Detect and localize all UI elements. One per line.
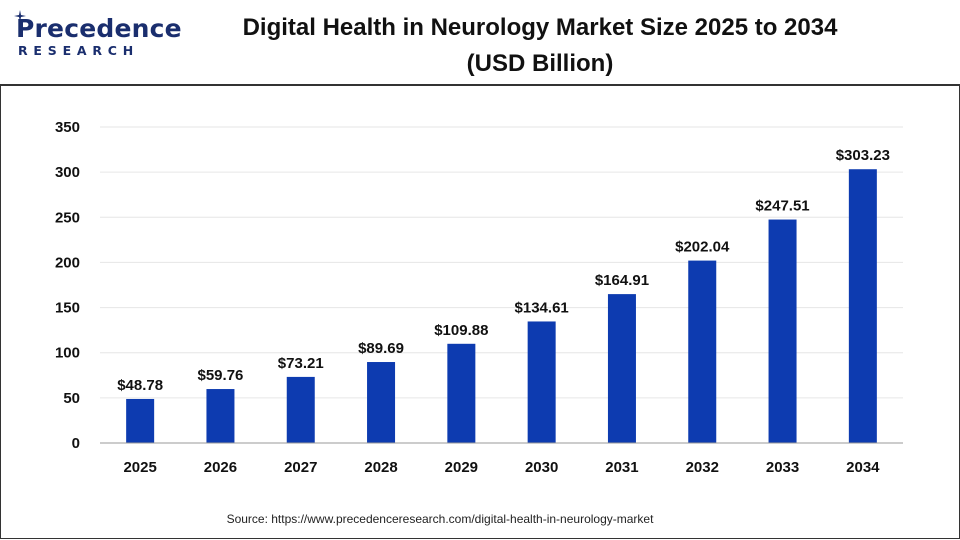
x-tick-label-2031: 2031 xyxy=(605,459,638,476)
precedence-research-logo: Precedence RESEARCH xyxy=(14,10,182,64)
logo-wordmark: Precedence xyxy=(16,14,182,43)
value-label-2033: $247.51 xyxy=(755,198,809,215)
chart-title: Digital Health in Neurology Market Size … xyxy=(242,14,838,41)
x-axis-ticks: 2025 2026 2027 2028 2029 2030 2031 2032 2033 2034 xyxy=(123,459,880,476)
value-label-2027: $73.21 xyxy=(278,355,324,372)
value-label-2025: $48.78 xyxy=(117,377,163,394)
x-tick-label-2033: 2033 xyxy=(766,459,799,476)
header-divider xyxy=(0,84,960,86)
value-label-2032: $202.04 xyxy=(675,239,730,256)
chart-subtitle: (USD Billion) xyxy=(466,50,614,77)
y-tick-label: 250 xyxy=(55,209,80,226)
x-tick-label-2027: 2027 xyxy=(284,459,317,476)
x-tick-label-2029: 2029 xyxy=(445,459,478,476)
chart-title-block: Digital Health in Neurology Market Size … xyxy=(200,10,880,82)
bar-2034 xyxy=(848,169,877,443)
bar-2028 xyxy=(367,362,396,443)
value-label-2031: $164.91 xyxy=(595,272,649,289)
source-note: Source: https://www.precedenceresearch.c… xyxy=(226,512,654,526)
x-tick-label-2026: 2026 xyxy=(204,459,237,476)
y-axis-ticks: 0 50 100 150 200 250 300 350 xyxy=(55,119,80,452)
value-label-2026: $59.76 xyxy=(198,367,244,384)
x-tick-label-2030: 2030 xyxy=(525,459,558,476)
y-tick-label: 50 xyxy=(63,390,80,407)
y-tick-label: 350 xyxy=(55,119,80,136)
bar-2033 xyxy=(768,219,797,443)
bar-2030 xyxy=(527,321,556,443)
y-tick-label: 300 xyxy=(55,164,80,181)
y-tick-label: 150 xyxy=(55,300,80,317)
x-tick-label-2032: 2032 xyxy=(686,459,719,476)
bar-chart: 0 50 100 150 200 250 300 350 $48.78 $59.76 $73.21… xyxy=(55,119,903,476)
header: Precedence RESEARCH Digital Health in Ne… xyxy=(0,0,960,84)
x-tick-label-2028: 2028 xyxy=(364,459,397,476)
bar-2032 xyxy=(688,260,717,443)
logo-subtitle: RESEARCH xyxy=(18,43,140,58)
y-tick-label: 100 xyxy=(55,345,80,362)
value-label-2030: $134.61 xyxy=(515,299,569,316)
spark-icon xyxy=(14,10,26,22)
x-tick-label-2025: 2025 xyxy=(123,459,156,476)
value-label-2028: $89.69 xyxy=(358,340,404,357)
bar-2027 xyxy=(286,376,315,443)
x-tick-label-2034: 2034 xyxy=(846,459,880,476)
value-labels: $48.78 $59.76 $73.21 $89.69 $109.88 $134.61 $1… xyxy=(117,147,890,394)
y-tick-label: 200 xyxy=(55,254,80,271)
y-tick-label: 0 xyxy=(72,435,80,452)
value-label-2034: $303.23 xyxy=(836,147,890,164)
bar-2025 xyxy=(126,398,155,443)
bar-2026 xyxy=(206,389,235,443)
bar-2029 xyxy=(447,343,476,443)
bars xyxy=(126,169,877,443)
bar-2031 xyxy=(607,294,636,443)
value-label-2029: $109.88 xyxy=(434,322,488,339)
